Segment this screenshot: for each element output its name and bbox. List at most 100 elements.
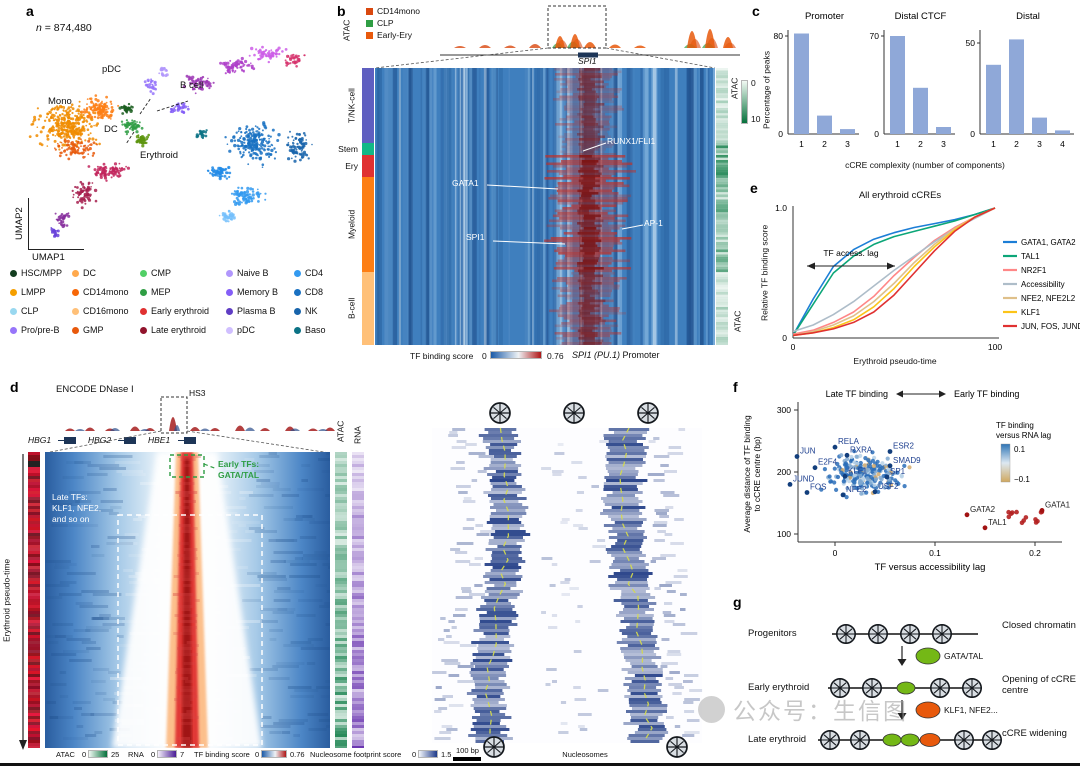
b-atac-track: [440, 5, 740, 49]
legend-color-dot: [226, 326, 233, 334]
row-group-label: Myeloid: [346, 209, 357, 240]
legend-color-dot: [72, 307, 79, 315]
svg-text:100: 100: [777, 529, 791, 539]
svg-text:1: 1: [895, 139, 900, 149]
legend-color-dot: [294, 307, 301, 315]
svg-text:0.2: 0.2: [1029, 548, 1041, 558]
legend-color-dot: [10, 307, 17, 315]
e-y-axis-label: Relative TF binding score: [759, 224, 770, 322]
d-cb-nfs-min: 0: [412, 750, 417, 759]
d-late-tf-annotation-line2: KLF1, NFE2,: [52, 503, 102, 513]
svg-text:RELA: RELA: [838, 437, 860, 446]
svg-text:NFE2, NFE2L2: NFE2, NFE2L2: [1021, 294, 1076, 303]
svg-text:200: 200: [777, 467, 791, 477]
d-cb-nfs-label: Nucleosome footprint score: [310, 750, 402, 759]
legend-item: CD4: [294, 268, 323, 278]
legend-color-dot: [226, 269, 233, 277]
g-row3-left-label: Late erythroid: [748, 734, 807, 745]
legend-color-dot: [10, 269, 17, 277]
svg-text:ESR2: ESR2: [893, 442, 914, 451]
svg-text:1.0: 1.0: [775, 203, 787, 213]
legend-item: GMP: [72, 325, 104, 335]
b-track-legend-item: CD14mono: [366, 6, 420, 16]
b-gene-axis: [440, 52, 740, 58]
svg-text:TAL1: TAL1: [988, 518, 1007, 527]
legend-color-dot: [10, 326, 17, 334]
svg-text:2: 2: [1014, 139, 1019, 149]
legend-item: CD16mono: [72, 306, 129, 316]
svg-text:Promoter: Promoter: [805, 11, 844, 22]
svg-text:GATA1: GATA1: [1045, 500, 1071, 509]
legend-item: CD14mono: [72, 287, 129, 297]
watermark: 公众号：生信图: [698, 692, 908, 726]
legend-label: Naive B: [237, 268, 269, 278]
svg-text:Distal CTCF: Distal CTCF: [895, 11, 947, 22]
d-cb-atac-max: 25: [111, 750, 120, 759]
legend-item: Naive B: [226, 268, 269, 278]
b-gene-label: SPI1: [578, 56, 597, 66]
legend-color-dot: [140, 288, 147, 296]
svg-text:0: 0: [782, 333, 787, 343]
panel-b-label: b: [337, 3, 346, 19]
track-legend-label: CLP: [377, 18, 394, 28]
legend-label: Early erythroid: [151, 306, 210, 316]
d-track-title: ENCODE DNase I: [56, 384, 134, 395]
d-gene-hbg1: HBG1: [28, 435, 52, 445]
svg-text:TAL1: TAL1: [1021, 252, 1040, 261]
svg-text:JUN, FOS, JUND: JUN, FOS, JUND: [1021, 322, 1080, 331]
d-cb-atac-min: 0: [82, 750, 87, 759]
g-factor2-label: KLF1, NFE2...: [944, 705, 998, 715]
page-bottom-rule: [0, 763, 1080, 766]
g-chromatin-diagram: [818, 623, 1003, 751]
watermark-logo-icon: [698, 695, 725, 723]
legend-label: GMP: [83, 325, 104, 335]
legend-item: NK: [294, 306, 318, 316]
panel-f-label: f: [733, 379, 738, 395]
svg-text:0.1: 0.1: [929, 548, 941, 558]
svg-text:4: 4: [1060, 139, 1065, 149]
legend-color-dot: [226, 307, 233, 315]
svg-text:GATA2: GATA2: [970, 505, 996, 514]
legend-label: CD14mono: [83, 287, 129, 297]
legend-item: Memory B: [226, 287, 278, 297]
legend-item: Late erythroid: [140, 325, 206, 335]
svg-text:RXRA: RXRA: [850, 445, 873, 454]
e-x-axis-label: Erythroid pseudo-time: [853, 356, 937, 366]
svg-text:E2F4: E2F4: [818, 458, 838, 467]
d-cb-tf-label: TF binding score: [194, 750, 250, 759]
legend-label: CMP: [151, 268, 171, 278]
svg-text:−0.1: −0.1: [1014, 475, 1030, 484]
legend-color-dot: [140, 307, 147, 315]
b-colorbar-label: TF binding score: [410, 351, 474, 361]
n-symbol: n: [36, 22, 42, 34]
svg-text:Accessibility: Accessibility: [1021, 280, 1065, 289]
legend-label: NK: [305, 306, 318, 316]
b-x-label-rest: Promoter: [620, 350, 660, 360]
legend-label: MEP: [151, 287, 171, 297]
legend-item: MEP: [140, 287, 171, 297]
legend-label: CD16mono: [83, 306, 129, 316]
b-atac-colorbar-label: ATAC: [729, 77, 740, 99]
umap-y-axis-label: UMAP2: [14, 207, 25, 241]
d-rna-strip: [352, 452, 364, 748]
d-pseudotime-arrow: [19, 454, 27, 750]
cell-type-legend: HSC/MPP LMPP CLP Pro/pre-B DC CD14mono CD16mon…: [10, 268, 336, 348]
b-atac-colorbar-max: 10: [751, 114, 761, 124]
svg-text:GATA1, GATA2: GATA1, GATA2: [1021, 238, 1076, 247]
d-gene-hbe1: HBE1: [148, 435, 171, 445]
legend-color-dot: [226, 288, 233, 296]
b-zoom-lines: [374, 47, 716, 69]
svg-text:0: 0: [778, 129, 783, 139]
d-cb-rna-min: 0: [151, 750, 156, 759]
b-celltype-strip: [362, 68, 374, 345]
svg-text:KLF1: KLF1: [848, 466, 868, 475]
legend-label: Late erythroid: [151, 325, 207, 335]
row-group-label: Ery: [345, 161, 358, 171]
svg-text:Late TF binding: Late TF binding: [826, 389, 888, 399]
track-legend-label: CD14mono: [377, 6, 420, 16]
svg-text:0: 0: [791, 342, 796, 352]
legend-item: Pro/pre-B: [10, 325, 60, 335]
b-colorbar-min: 0: [482, 351, 487, 361]
svg-text:NFE2: NFE2: [846, 485, 867, 494]
svg-text:100: 100: [988, 342, 1002, 352]
